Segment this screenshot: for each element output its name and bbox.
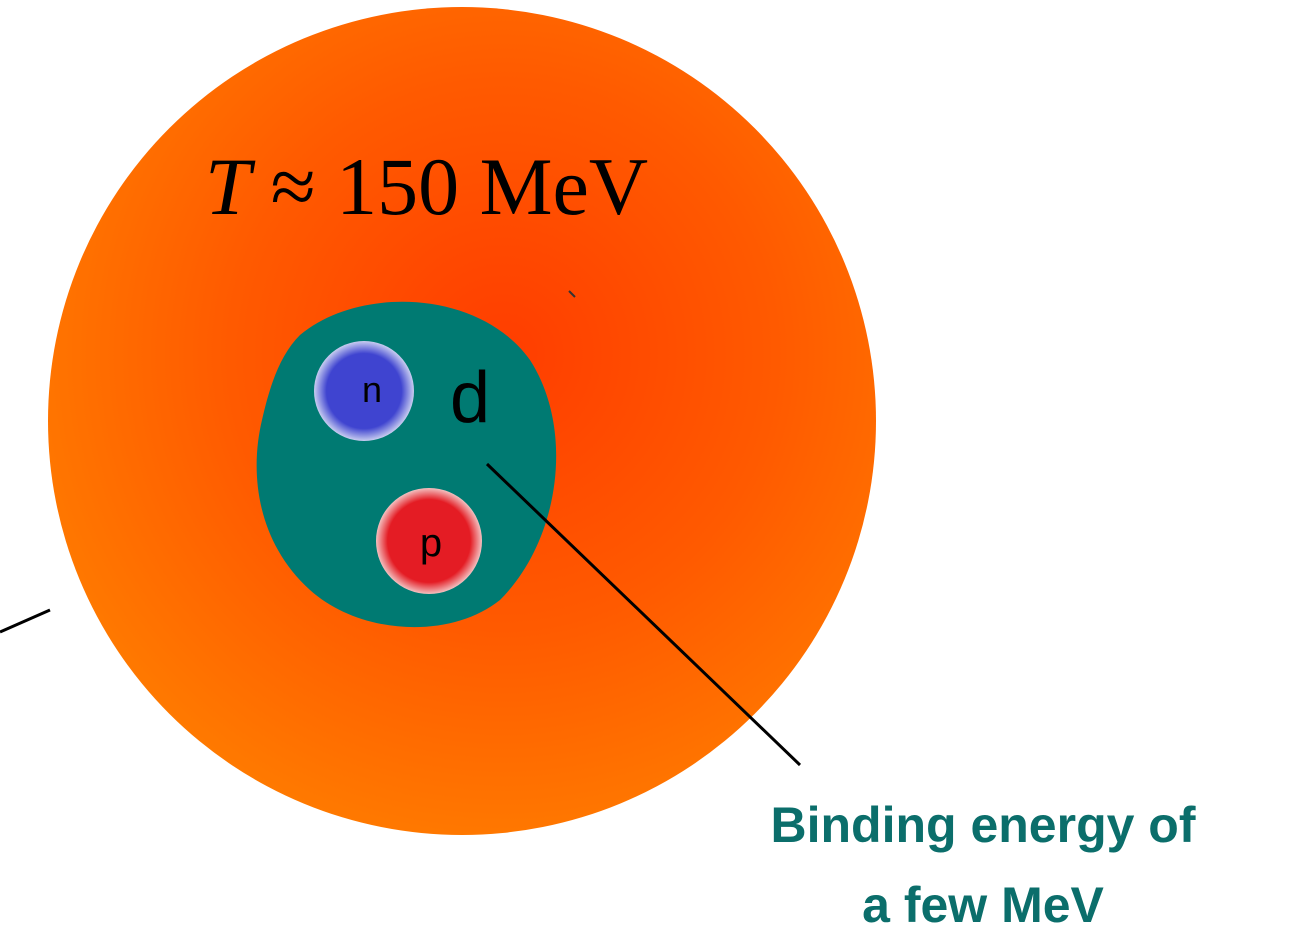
proton-label: p xyxy=(420,521,442,565)
deuteron-label: d xyxy=(450,358,490,438)
diagram: T≈ 150 MeV n p d Binding energy of a few… xyxy=(0,0,1307,931)
binding-label: a few MeV xyxy=(862,877,1104,931)
neutron-label: n xyxy=(362,369,382,410)
temperature-value: ≈ 150 MeV xyxy=(271,141,649,232)
page: {"fireball": {"symbol": "T", "value": "≈… xyxy=(0,0,1307,931)
pointer-line xyxy=(0,610,50,632)
temperature: T≈ 150 MeV xyxy=(205,141,648,232)
binding-label: Binding energy of xyxy=(771,797,1196,853)
temperature-symbol: T xyxy=(205,141,256,232)
